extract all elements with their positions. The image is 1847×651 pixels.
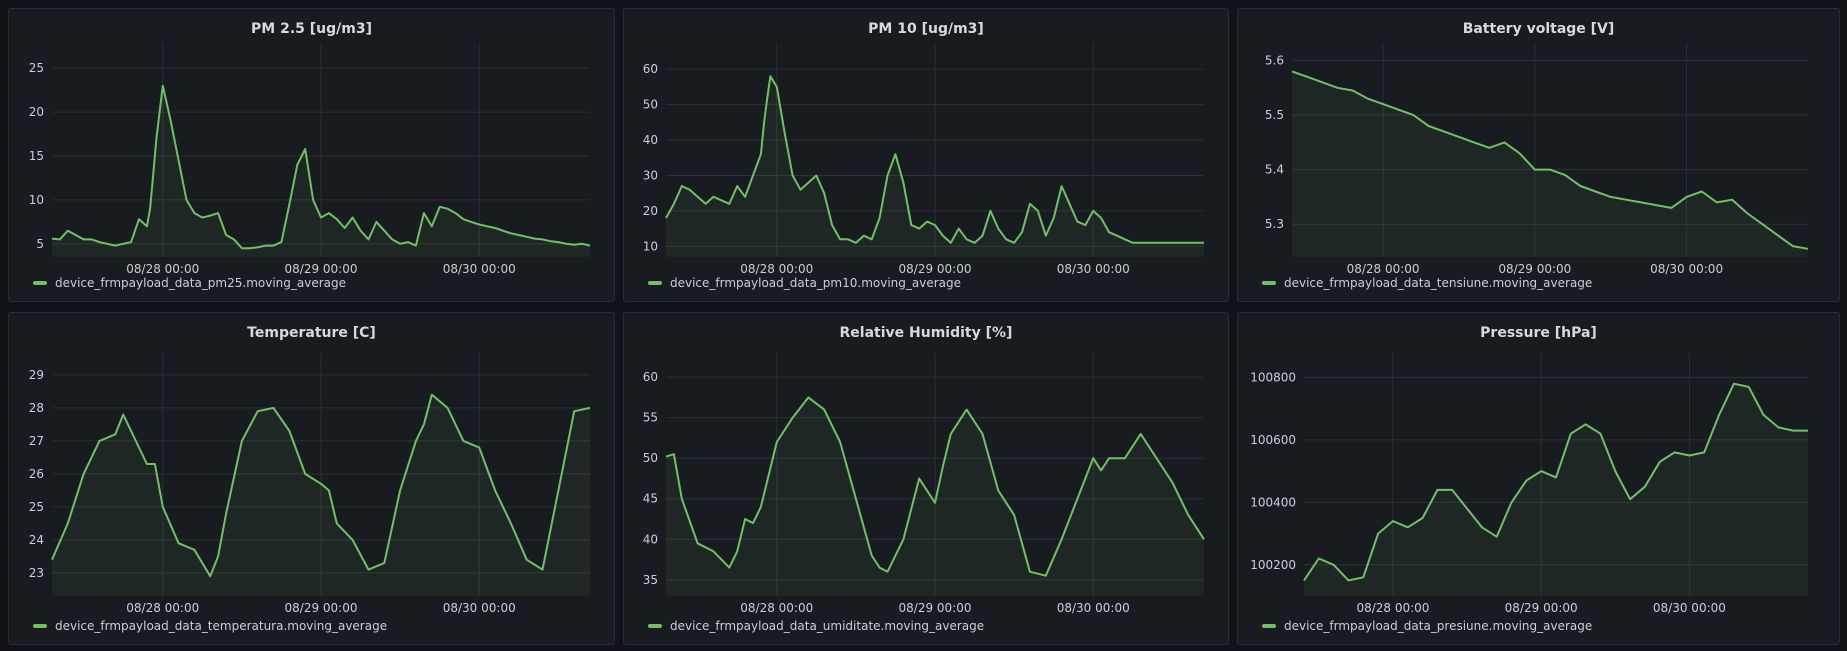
x-tick-label: 08/30 00:00 [443, 601, 516, 615]
chart-svg: 10 20 30 40 50 60 08/28 00:00 08/29 00:00 08/30 … [643, 43, 1204, 276]
series-line [665, 396, 1205, 577]
x-tick-label: 08/30 00:00 [443, 262, 516, 276]
legend-label[interactable]: device_frmpayload_data_pm25.moving_avera… [55, 276, 347, 290]
panel-title[interactable]: Relative Humidity [%] [839, 325, 1013, 341]
y-tick-label: 28 [29, 401, 44, 415]
legend-label[interactable]: device_frmpayload_data_presiune.moving_a… [1284, 619, 1593, 633]
series-area [666, 397, 1204, 596]
legend-swatch [1262, 281, 1276, 285]
x-tick-label: 08/30 00:00 [1653, 601, 1726, 615]
x-tick-label: 08/29 00:00 [1505, 601, 1578, 615]
legend[interactable]: device_frmpayload_data_pm25.moving_avera… [33, 275, 346, 291]
chart-svg: 23 24 25 26 27 28 29 08/28 00:00 08/29 00:00 08/3… [29, 353, 591, 615]
x-tick-label: 08/28 00:00 [126, 601, 199, 615]
legend-swatch [648, 281, 662, 285]
x-tick-label: 08/28 00:00 [740, 601, 813, 615]
y-tick-label: 20 [643, 204, 658, 218]
chart-svg: 35 40 45 50 55 60 08/28 00:00 08/29 00:00 08/30 … [643, 353, 1205, 615]
series-area [1292, 71, 1808, 258]
legend-swatch [648, 624, 662, 628]
panel-title[interactable]: PM 10 [ug/m3] [868, 21, 984, 37]
series-line [51, 393, 591, 578]
y-tick-label: 40 [643, 133, 658, 147]
x-tick-label: 08/29 00:00 [899, 262, 972, 276]
y-tick-label: 60 [643, 62, 658, 76]
legend-label[interactable]: device_frmpayload_data_umiditate.moving_… [670, 619, 985, 633]
y-tick-label: 50 [643, 98, 658, 112]
y-tick-label: 5.6 [1265, 53, 1284, 67]
y-tick-label: 35 [643, 573, 658, 587]
y-tick-label: 25 [29, 61, 44, 75]
series-line [665, 75, 1204, 244]
x-tick-label: 08/28 00:00 [740, 262, 813, 276]
chart-svg: 5.3 5.4 5.5 5.6 08/28 00:00 08/29 00:00 08/30 … [1265, 43, 1809, 276]
x-tick-label: 08/30 00:00 [1057, 601, 1130, 615]
legend-label[interactable]: device_frmpayload_data_tensiune.moving_a… [1284, 276, 1593, 290]
y-tick-label: 5 [36, 237, 44, 251]
y-tick-label: 5.4 [1265, 163, 1284, 177]
panel-title[interactable]: Temperature [C] [247, 325, 376, 341]
y-tick-label: 10 [643, 239, 658, 253]
panel-title[interactable]: PM 2.5 [ug/m3] [251, 21, 372, 37]
y-tick-label: 10 [29, 193, 44, 207]
y-tick-label: 30 [643, 168, 658, 182]
legend-swatch [33, 624, 47, 628]
series-area [666, 76, 1204, 257]
y-tick-label: 24 [29, 533, 44, 547]
x-tick-label: 08/29 00:00 [285, 601, 358, 615]
panel-pm25[interactable]: PM 2.5 [ug/m3] 5 10 15 20 25 08/28 00:00 08/29… [8, 8, 615, 302]
legend[interactable]: device_frmpayload_data_tensiune.moving_a… [1262, 275, 1592, 291]
x-tick-label: 08/29 00:00 [899, 601, 972, 615]
y-tick-label: 5.5 [1265, 108, 1284, 122]
y-tick-label: 27 [29, 434, 44, 448]
panel-pressure[interactable]: Pressure [hPa] 100200 100400 100600 100800 0… [1237, 312, 1840, 645]
x-tick-label: 08/28 00:00 [1356, 601, 1429, 615]
panel-humidity[interactable]: Relative Humidity [%] 35 40 45 50 55 60 08/28 … [623, 312, 1229, 645]
y-tick-label: 40 [643, 532, 658, 546]
x-tick-label: 08/29 00:00 [1498, 262, 1571, 276]
x-tick-label: 08/30 00:00 [1650, 262, 1723, 276]
series-line [1291, 70, 1809, 250]
y-tick-label: 100800 [1250, 370, 1296, 384]
x-tick-label: 08/28 00:00 [1347, 262, 1420, 276]
panel-pm10[interactable]: PM 10 [ug/m3] 10 20 30 40 50 60 08/28 00:00 08/… [623, 8, 1229, 302]
legend[interactable]: device_frmpayload_data_presiune.moving_a… [1262, 618, 1592, 634]
legend[interactable]: device_frmpayload_data_pm10.moving_avera… [648, 275, 961, 291]
legend[interactable]: device_frmpayload_data_umiditate.moving_… [648, 618, 984, 634]
series-line [1303, 382, 1808, 582]
legend-swatch [33, 281, 47, 285]
legend-label[interactable]: device_frmpayload_data_pm10.moving_avera… [670, 276, 962, 290]
panel-title[interactable]: Battery voltage [V] [1462, 21, 1615, 37]
y-tick-label: 23 [29, 566, 44, 580]
y-tick-label: 100600 [1250, 433, 1296, 447]
y-tick-label: 100200 [1250, 558, 1296, 572]
y-tick-label: 60 [643, 370, 658, 384]
chart-svg: 5 10 15 20 25 08/28 00:00 08/29 00:00 08/30 00:… [29, 43, 591, 276]
y-tick-label: 55 [643, 411, 658, 425]
y-tick-label: 29 [29, 368, 44, 382]
x-tick-label: 08/29 00:00 [285, 262, 358, 276]
y-tick-label: 25 [29, 500, 44, 514]
panel-temperature[interactable]: Temperature [C] 23 24 25 26 27 28 29 08/28 00:0… [8, 312, 615, 645]
series-area [1304, 383, 1808, 596]
panel-title[interactable]: Pressure [hPa] [1480, 325, 1597, 341]
legend-swatch [1262, 624, 1276, 628]
legend[interactable]: device_frmpayload_data_temperatura.movin… [33, 618, 387, 634]
y-tick-label: 26 [29, 467, 44, 481]
x-tick-label: 08/28 00:00 [126, 262, 199, 276]
y-tick-label: 5.3 [1265, 217, 1284, 231]
y-tick-label: 15 [29, 149, 44, 163]
chart-svg: 100200 100400 100600 100800 08/28 00:00 08/29… [1250, 353, 1808, 615]
legend-label[interactable]: device_frmpayload_data_temperatura.movin… [55, 619, 388, 633]
x-tick-label: 08/30 00:00 [1057, 262, 1130, 276]
panel-battery[interactable]: Battery voltage [V] 5.3 5.4 5.5 5.6 08/28 00… [1237, 8, 1840, 302]
y-tick-label: 100400 [1250, 495, 1296, 509]
y-tick-label: 20 [29, 105, 44, 119]
series-area [52, 394, 590, 596]
series-line [51, 84, 591, 250]
y-tick-label: 45 [643, 492, 658, 506]
y-tick-label: 50 [643, 451, 658, 465]
